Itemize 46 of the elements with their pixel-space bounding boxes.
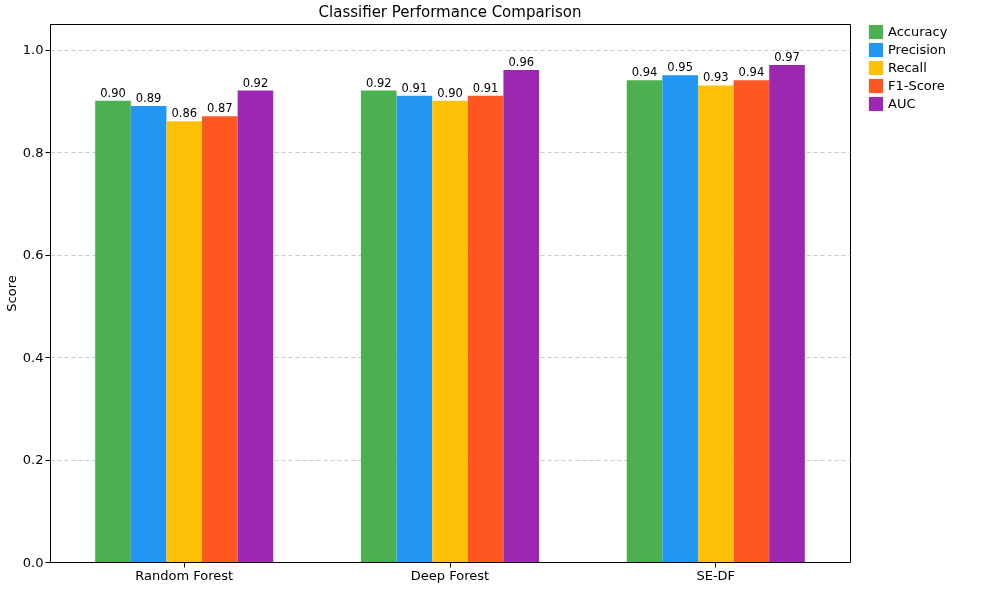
data-label: 0.93 — [702, 70, 729, 85]
bar — [626, 80, 663, 562]
legend-label: F1-Score — [888, 78, 945, 93]
bar — [697, 85, 734, 562]
y-tick-label: 0.4 — [22, 349, 44, 365]
bar — [237, 90, 274, 562]
data-label: 0.94 — [738, 65, 765, 80]
bar — [396, 95, 433, 562]
data-label: 0.87 — [207, 101, 233, 116]
data-label: 0.94 — [631, 65, 658, 80]
bar — [202, 116, 238, 562]
data-label: 0.95 — [667, 60, 693, 75]
data-label: 0.91 — [401, 80, 428, 95]
bar — [662, 75, 698, 562]
bar — [360, 90, 397, 562]
bar — [432, 100, 468, 562]
data-label: 0.86 — [171, 106, 198, 121]
y-tick-label: 0.2 — [22, 452, 44, 468]
data-label: 0.96 — [508, 55, 535, 70]
y-tick-label: 0.0 — [22, 554, 44, 570]
y-tick-label: 0.6 — [22, 247, 44, 263]
legend-label: AUC — [888, 96, 916, 111]
data-label: 0.97 — [774, 49, 800, 64]
y-tick-label: 0.8 — [22, 144, 44, 160]
data-label: 0.92 — [242, 75, 269, 90]
legend-label: Recall — [888, 60, 927, 75]
bar — [467, 95, 504, 562]
x-tick-label: Deep Forest — [410, 567, 490, 583]
chart-title: Classifier Performance Comparison — [318, 3, 582, 21]
y-axis-title: Score — [3, 275, 19, 312]
x-tick-label: Random Forest — [135, 567, 234, 583]
y-tick-label: 1.0 — [22, 42, 44, 58]
x-tick-label: SE-DF — [696, 567, 736, 583]
bar — [733, 80, 770, 562]
data-label: 0.90 — [437, 85, 463, 100]
bar — [769, 64, 805, 562]
legend-label: Accuracy — [888, 24, 948, 39]
bar — [95, 100, 131, 562]
data-label: 0.89 — [135, 90, 162, 105]
legend-label: Precision — [888, 42, 947, 57]
data-label: 0.92 — [365, 75, 392, 90]
bar — [166, 121, 203, 562]
bar — [503, 70, 540, 562]
bar — [130, 105, 167, 562]
data-label: 0.90 — [100, 85, 126, 100]
data-label: 0.91 — [472, 80, 499, 95]
